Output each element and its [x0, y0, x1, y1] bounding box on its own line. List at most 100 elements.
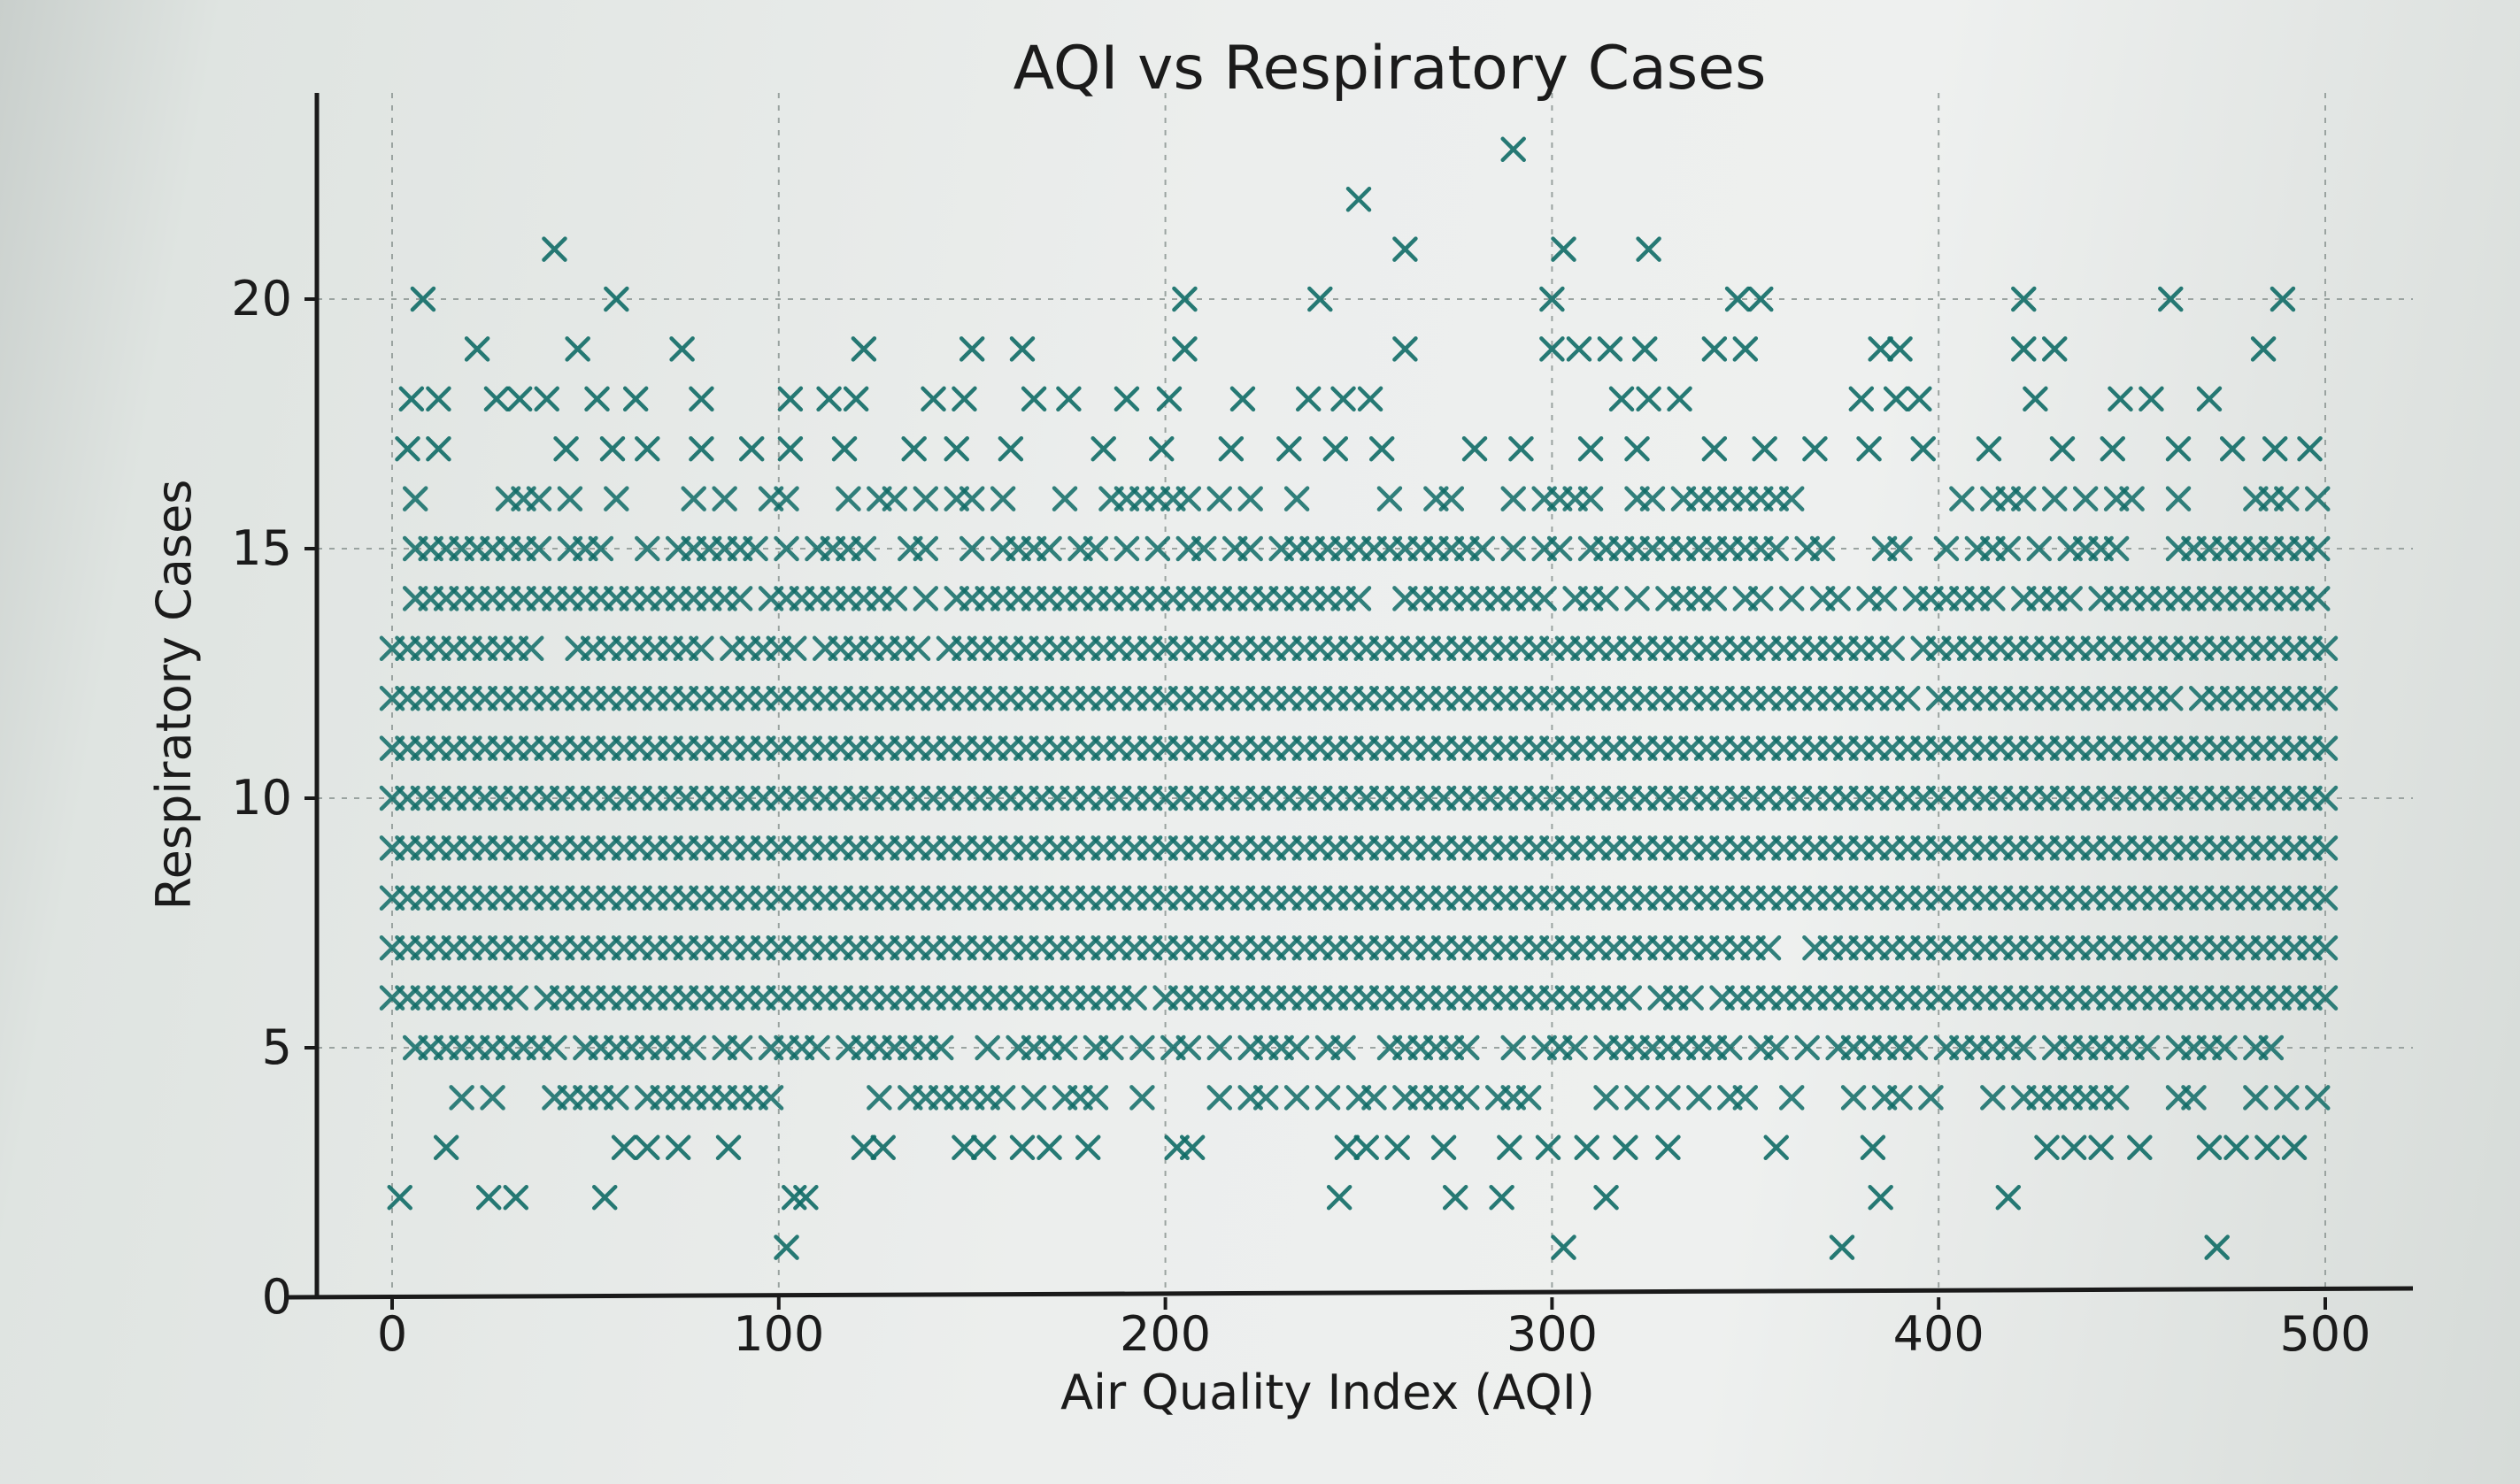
data-point	[1551, 236, 1576, 262]
data-point	[1910, 435, 1936, 462]
data-point	[1454, 1034, 1480, 1061]
data-point	[1763, 1134, 1789, 1161]
data-point	[2011, 336, 2037, 362]
data-point	[1748, 286, 1774, 312]
data-point	[1037, 535, 1062, 562]
y-tick-label: 5	[262, 1019, 292, 1075]
data-point	[1593, 1085, 1619, 1111]
data-point	[2061, 1134, 2087, 1161]
data-point	[2204, 1234, 2230, 1260]
data-point	[506, 386, 533, 412]
data-point	[464, 336, 490, 362]
data-point	[715, 1134, 742, 1161]
data-point	[952, 386, 977, 412]
data-point	[1056, 386, 1082, 412]
data-point	[1624, 435, 1650, 462]
data-point	[1995, 535, 2022, 562]
data-point	[2223, 1134, 2249, 1161]
data-point	[2041, 486, 2068, 511]
data-point	[2134, 1034, 2161, 1061]
data-point	[1500, 486, 1526, 511]
data-point	[1083, 535, 1109, 562]
data-point	[2165, 435, 2192, 462]
data-point	[1075, 1134, 1101, 1161]
data-point	[2281, 1134, 2308, 1161]
data-point	[921, 386, 946, 412]
data-point	[398, 386, 425, 412]
data-point	[774, 1234, 799, 1260]
data-point	[1021, 1085, 1047, 1111]
data-point	[774, 535, 799, 562]
data-point	[1574, 1134, 1599, 1161]
data-point	[1252, 1085, 1279, 1111]
data-point	[1307, 286, 1333, 312]
data-point	[1368, 435, 1395, 462]
data-point	[1848, 386, 1875, 412]
data-point	[1562, 1034, 1588, 1061]
data-point	[1949, 486, 1975, 511]
data-point	[1376, 486, 1403, 511]
data-point	[1701, 586, 1728, 611]
data-point	[426, 435, 451, 462]
data-point	[1330, 386, 1356, 412]
data-point	[1156, 386, 1183, 412]
data-point	[689, 635, 714, 662]
data-point	[1701, 435, 1728, 462]
data-point	[2026, 535, 2053, 562]
y-tick-label: 10	[231, 770, 292, 826]
data-point	[1430, 1134, 1457, 1161]
data-point	[2158, 286, 2184, 312]
data-point	[1114, 386, 1140, 412]
data-point	[1868, 336, 1893, 362]
data-point	[635, 1134, 660, 1161]
data-point	[1763, 1034, 1789, 1061]
data-point	[1593, 1184, 1619, 1211]
data-point	[584, 386, 610, 412]
data-point	[1667, 386, 1692, 412]
data-point	[2312, 785, 2339, 811]
data-point	[851, 336, 877, 362]
data-point	[2305, 586, 2331, 611]
data-point	[681, 1034, 706, 1061]
data-point	[526, 486, 552, 511]
data-point	[2072, 486, 2099, 511]
data-point	[1597, 336, 1623, 362]
data-point	[2274, 486, 2300, 511]
data-point	[1907, 386, 1932, 412]
data-point	[944, 435, 969, 462]
data-point	[2212, 1034, 2238, 1061]
data-point	[635, 535, 660, 562]
data-point	[990, 1085, 1016, 1111]
data-point	[1172, 286, 1198, 312]
data-point	[1218, 435, 1245, 462]
data-point	[777, 386, 804, 412]
data-point	[998, 435, 1024, 462]
data-point	[557, 486, 583, 511]
data-point	[816, 386, 842, 412]
data-point	[2270, 286, 2296, 312]
data-point	[1454, 1085, 1480, 1111]
data-point	[534, 386, 559, 412]
data-point	[959, 486, 985, 511]
data-point	[553, 435, 579, 462]
data-point	[2312, 735, 2339, 761]
data-point	[782, 1184, 807, 1211]
data-point	[1883, 386, 1909, 412]
data-point	[1577, 486, 1604, 511]
data-point	[1148, 435, 1175, 462]
data-point	[1976, 435, 2002, 462]
data-point	[1361, 1085, 1387, 1111]
data-point	[774, 486, 799, 511]
data-point	[782, 635, 807, 662]
data-point	[1686, 1085, 1712, 1111]
data-point	[2011, 1034, 2037, 1061]
data-point	[518, 635, 544, 662]
data-point	[1980, 1085, 2006, 1111]
data-point	[758, 1085, 784, 1111]
data-point	[1191, 535, 1217, 562]
data-point	[1613, 1134, 1638, 1161]
data-point	[1121, 985, 1147, 1011]
data-point	[1636, 236, 1661, 262]
data-point	[1732, 336, 1759, 362]
data-point	[1539, 336, 1565, 362]
